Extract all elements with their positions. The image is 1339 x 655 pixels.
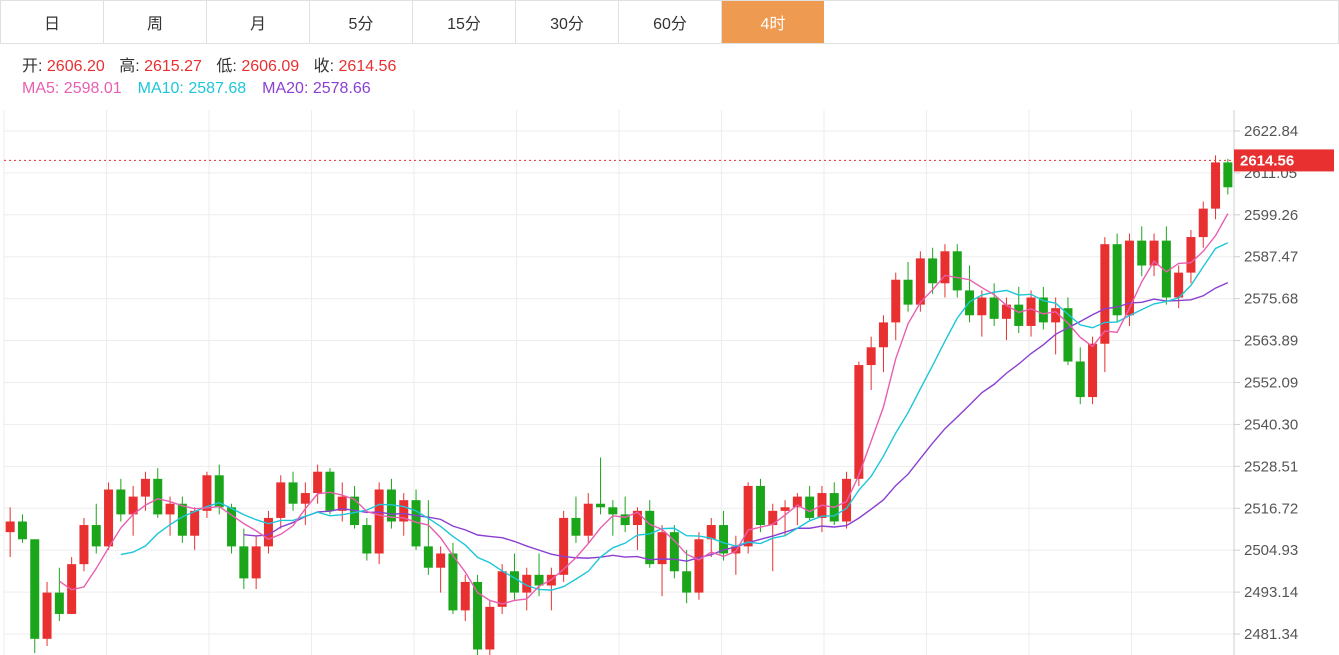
timeframe-tab-4[interactable]: 15分: [412, 1, 515, 43]
timeframe-tab-3[interactable]: 5分: [309, 1, 412, 43]
svg-text:2540.30: 2540.30: [1244, 416, 1298, 433]
timeframe-tab-0[interactable]: 日: [0, 1, 103, 43]
low-label: 低:: [216, 58, 236, 75]
high-value: 2615.27: [144, 58, 202, 75]
ma-row: MA5: 2598.01 MA10: 2587.68 MA20: 2578.66: [0, 78, 1339, 102]
high-label: 高:: [119, 58, 139, 75]
svg-text:2481.34: 2481.34: [1244, 626, 1298, 643]
close-label: 收:: [314, 58, 334, 75]
svg-text:2528.51: 2528.51: [1244, 458, 1298, 475]
ma-indicator: MA5: 2598.01: [22, 80, 122, 97]
svg-text:2622.84: 2622.84: [1244, 123, 1298, 140]
low-value: 2606.09: [241, 58, 299, 75]
timeframe-tab-7[interactable]: 4时: [721, 1, 824, 43]
svg-text:2575.68: 2575.68: [1244, 291, 1298, 308]
timeframe-tab-2[interactable]: 月: [206, 1, 309, 43]
svg-text:2587.47: 2587.47: [1244, 249, 1298, 266]
candlestick-chart[interactable]: 2622.842611.052599.262587.472575.682563.…: [0, 110, 1339, 655]
timeframe-tab-6[interactable]: 60分: [618, 1, 721, 43]
ma-indicator: MA10: 2587.68: [138, 80, 247, 97]
open-value: 2606.20: [47, 58, 105, 75]
timeframe-tab-5[interactable]: 30分: [515, 1, 618, 43]
svg-text:2599.26: 2599.26: [1244, 207, 1298, 224]
timeframe-tab-1[interactable]: 周: [103, 1, 206, 43]
ohlc-row: 开: 2606.20 高: 2615.27 低: 2606.09 收: 2614…: [0, 44, 1339, 78]
svg-text:2552.09: 2552.09: [1244, 375, 1298, 392]
open-label: 开:: [22, 58, 42, 75]
svg-text:2614.56: 2614.56: [1240, 152, 1294, 169]
svg-text:2493.14: 2493.14: [1244, 584, 1298, 601]
svg-text:2563.89: 2563.89: [1244, 333, 1298, 350]
ma-indicator: MA20: 2578.66: [262, 80, 371, 97]
close-value: 2614.56: [339, 58, 397, 75]
svg-text:2504.93: 2504.93: [1244, 542, 1298, 559]
svg-text:2516.72: 2516.72: [1244, 500, 1298, 517]
timeframe-tabs: 日周月5分15分30分60分4时: [0, 0, 1339, 44]
